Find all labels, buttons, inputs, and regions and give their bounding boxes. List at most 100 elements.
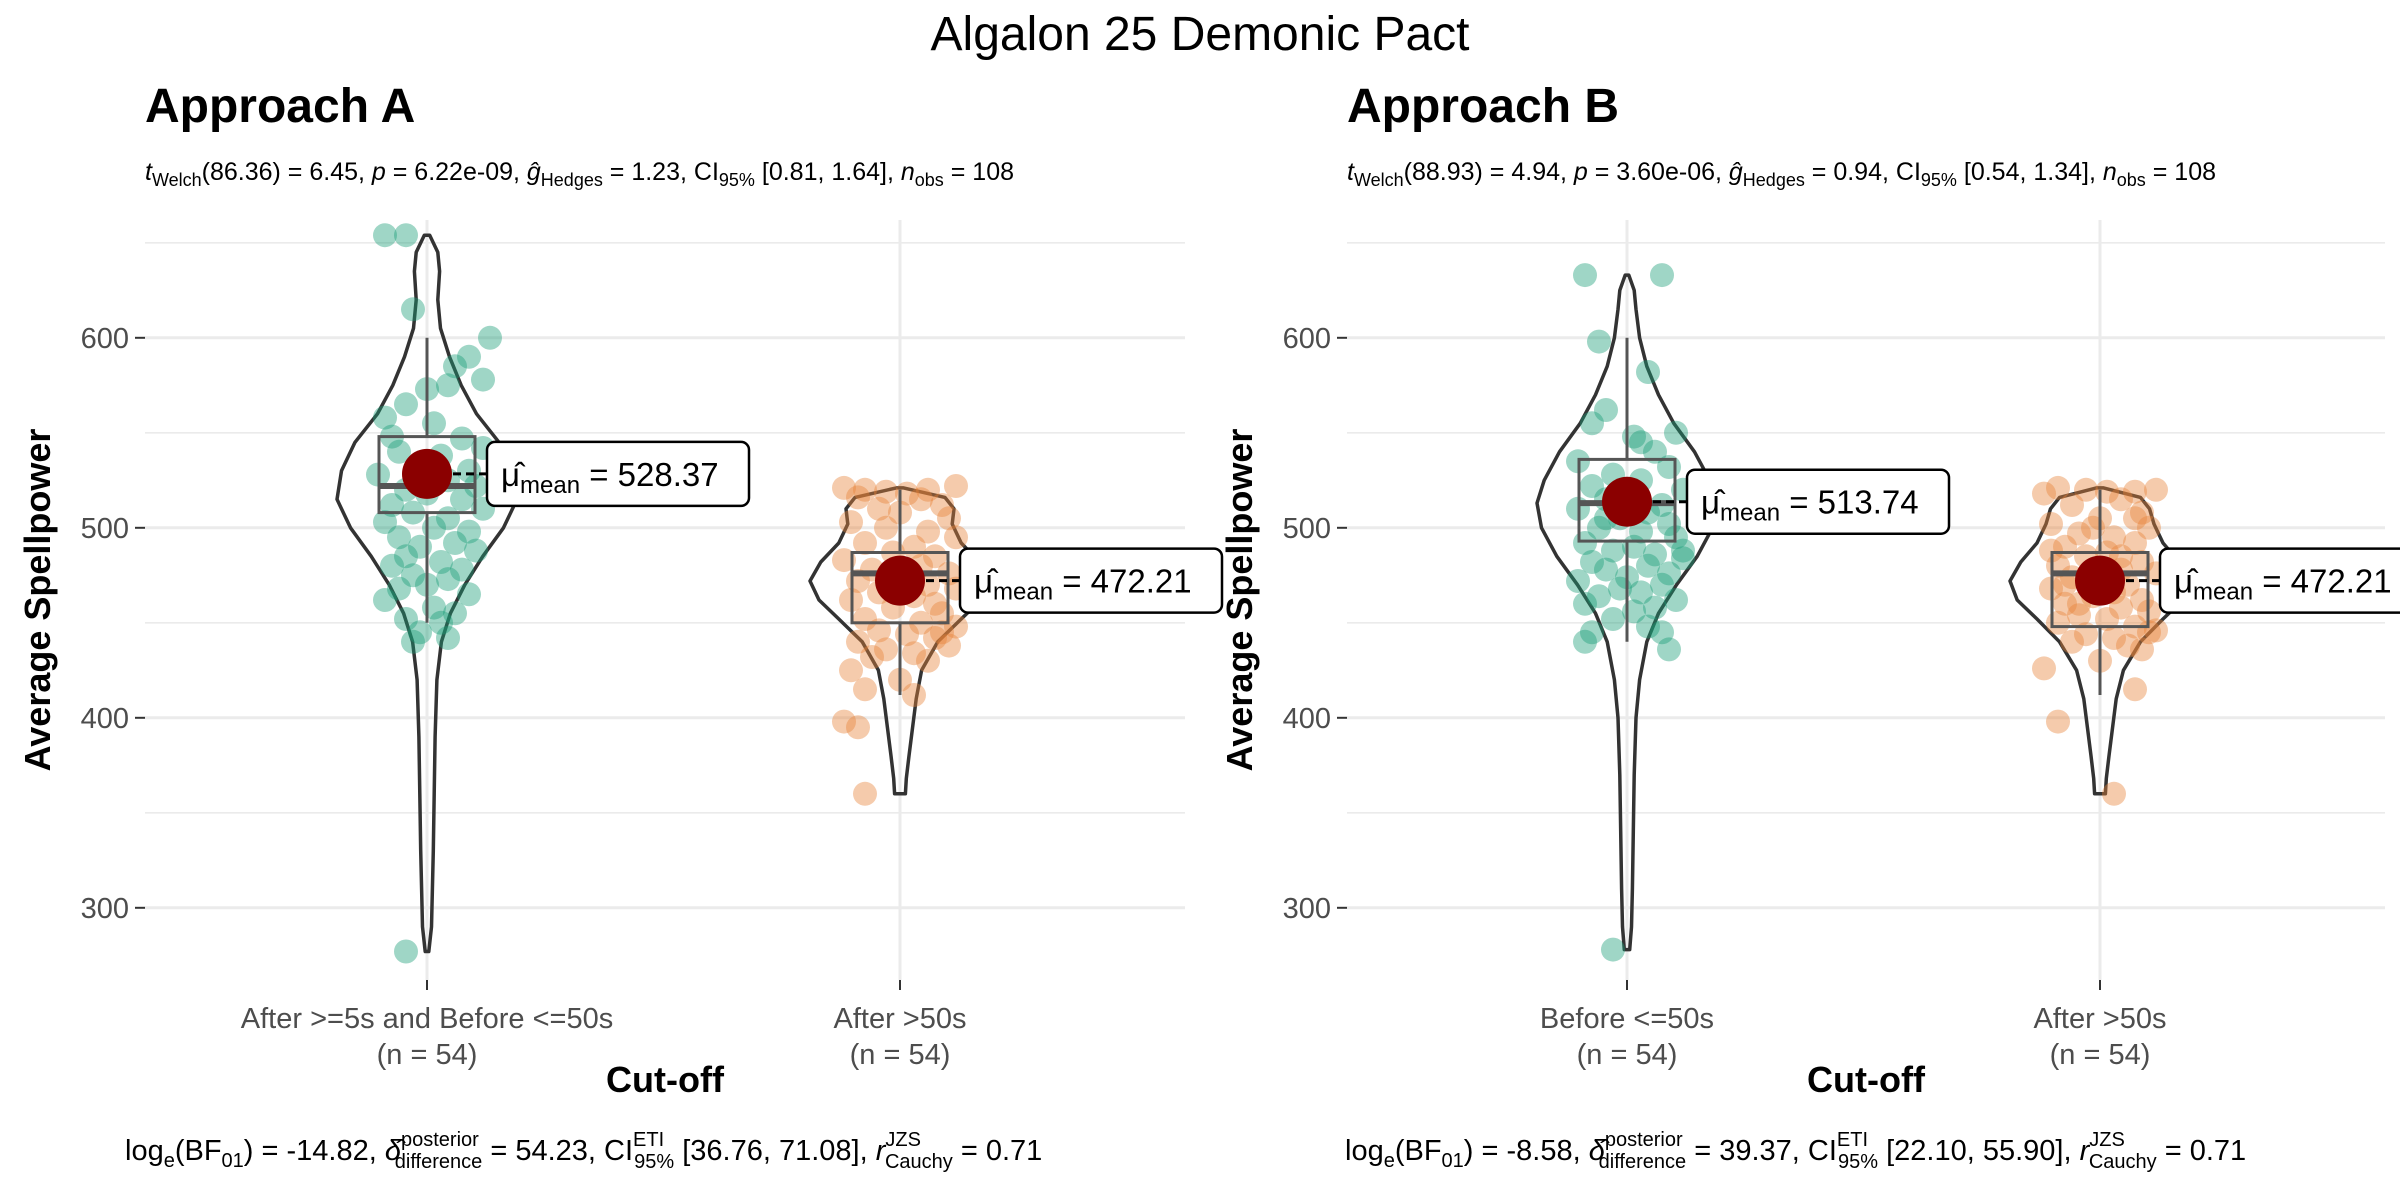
data-point [408,620,432,645]
data-point [2130,637,2154,662]
mean-label: μ̂mean = 528.37 [501,456,719,499]
data-point [2046,475,2070,500]
y-axis-label: Average Spellpower [17,429,58,772]
data-point [2067,521,2091,546]
data-point [387,576,411,601]
mean-label: μ̂mean = 472.21 [974,563,1192,606]
data-point [401,297,425,322]
data-point [429,550,453,574]
data-point [832,475,856,500]
data-point [2109,595,2133,620]
panel-title: Approach A [145,80,415,133]
data-point [846,485,870,510]
x-axis-label: Cut-off [1807,1059,1926,1100]
data-point [902,641,926,666]
data-point [2095,607,2119,631]
x-tick-n-label: (n = 54) [377,1039,478,1071]
data-point [846,629,870,654]
data-point [1629,580,1653,605]
data-point [1587,329,1611,354]
data-point [2032,656,2056,681]
data-point [1573,591,1597,616]
data-point [853,477,877,502]
data-point [2074,622,2098,647]
data-point [436,373,460,398]
data-point [373,588,397,612]
data-point [1573,629,1597,654]
data-point [853,607,877,631]
data-point [401,629,425,654]
data-point [450,557,474,582]
data-point [839,658,863,683]
box-iqr [377,435,477,515]
data-point [436,567,460,592]
data-point [1587,515,1611,540]
x-tick-label: After >50s [834,1003,967,1035]
data-point [2039,512,2063,536]
y-tick-label: 600 [81,323,129,355]
data-point [916,477,940,502]
data-point [457,582,481,607]
data-point [867,618,891,643]
data-point [2046,709,2070,734]
data-point [2102,525,2126,550]
mean-marker [875,555,925,606]
data-point [2123,677,2147,702]
data-point [853,781,877,806]
data-point [846,715,870,740]
group-2: μ̂mean = 472.21 After >50s (n = 54) [2008,475,2400,1071]
data-point [2123,531,2147,555]
data-point [1594,398,1618,422]
data-point [937,633,961,658]
data-point [832,548,856,573]
data-point [436,626,460,650]
data-point [1671,546,1695,571]
data-point [2067,603,2091,628]
data-point [902,683,926,707]
data-point [874,479,898,504]
data-point [2144,477,2168,502]
y-tick-label: 400 [81,703,129,735]
data-point [1601,538,1625,563]
bayes-caption: loge(BF01) = -14.82, δ̂posterior differen… [125,1129,1042,1173]
data-point [860,645,884,669]
data-point [874,637,898,662]
mean-label-box [958,547,1224,614]
data-point [1643,439,1667,464]
x-tick-n-label: (n = 54) [850,1039,951,1071]
data-point [457,519,481,544]
data-point [380,493,404,517]
violin-outline [2008,486,2192,796]
data-point [944,525,968,550]
data-point [853,677,877,702]
data-point [450,426,474,451]
data-point [450,487,474,512]
y-tick-label: 600 [1283,323,1331,355]
data-point [867,496,891,521]
panel-title: Approach B [1347,80,1619,133]
mean-label-box [485,440,751,508]
data-point [1601,607,1625,631]
x-tick-n-label: (n = 54) [2050,1039,2151,1071]
data-point [1629,430,1653,455]
data-point [923,626,947,650]
data-point [937,506,961,531]
data-point [443,601,467,626]
data-point [394,939,418,964]
panel-subtitle: tWelch(86.36) = 6.45, p = 6.22e-09, ĝHed… [145,158,1014,190]
data-point [478,325,502,350]
data-point [2102,781,2126,806]
mean-label: μ̂mean = 513.74 [1701,484,1919,527]
panel-1: 300 400 500 600 Approach A tWelch(86.36) = 6.… [17,80,1224,1173]
mean-label: μ̂mean = 472.21 [2174,563,2392,606]
data-point [1629,519,1653,544]
data-point [2144,618,2168,643]
x-tick-n-label: (n = 54) [1577,1039,1678,1071]
box-iqr [2050,551,2150,629]
x-tick-label: Before <=50s [1540,1003,1714,1035]
data-point [2060,493,2084,517]
y-tick-label: 500 [81,513,129,545]
data-point [401,563,425,588]
y-tick-label: 400 [1283,703,1331,735]
data-point [2137,515,2161,540]
